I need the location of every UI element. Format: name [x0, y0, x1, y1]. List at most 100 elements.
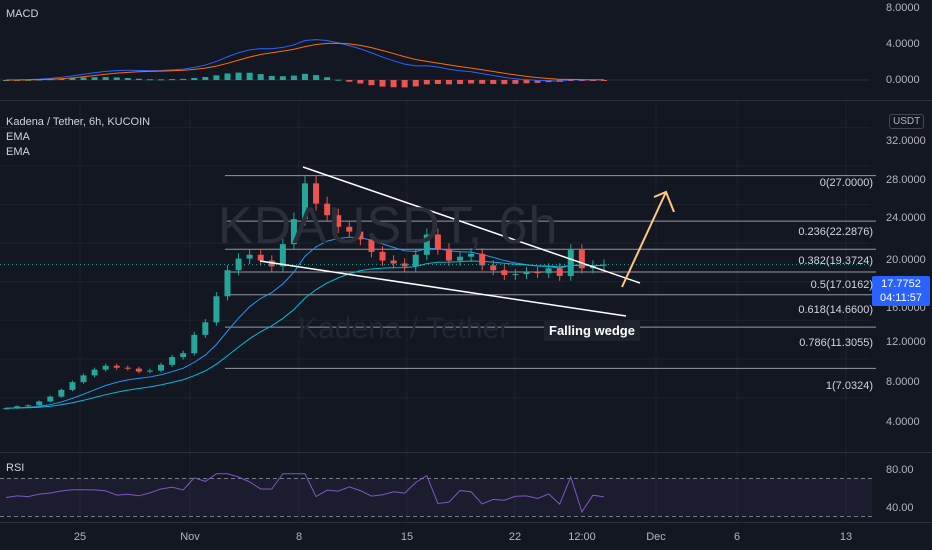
rsi-plot [0, 473, 872, 517]
candle-body [191, 334, 198, 354]
candle-body [135, 368, 142, 372]
macd-histogram-bar [213, 75, 220, 80]
breakout-arrowhead [653, 190, 675, 213]
name-watermark: Kadena / Tether [298, 312, 510, 345]
candle-body [246, 254, 253, 259]
macd-histogram-bar [445, 80, 452, 85]
x-tick: Nov [180, 531, 200, 543]
macd-tick: 8.0000 [886, 2, 920, 14]
breakout-arrow [621, 191, 667, 288]
price-tick: 20.0000 [886, 254, 926, 266]
wedge-lower-trendline [259, 260, 627, 317]
rsi-title[interactable]: RSI [6, 462, 25, 474]
macd-histogram-bar [69, 78, 76, 80]
macd-histogram-bar [3, 80, 9, 81]
candle-body [158, 364, 165, 371]
candle-body [91, 369, 98, 376]
candle-body [313, 183, 320, 204]
macd-line [5, 39, 605, 82]
macd-histogram-bar [102, 77, 109, 80]
candle-body [224, 270, 231, 297]
fib-label: 0(27.0000) [819, 177, 873, 189]
candle-body [357, 231, 364, 240]
macd-histogram-bar [390, 80, 397, 88]
price-tick: 24.0000 [886, 212, 926, 224]
price-tick: 32.0000 [886, 135, 926, 147]
macd-histogram-bar [113, 77, 120, 80]
fib-label: 0.382(19.3724) [798, 255, 873, 267]
candle-body [479, 253, 486, 266]
macd-histogram-bar [191, 77, 198, 80]
candle-body [279, 244, 286, 267]
currency-button[interactable]: USDT [889, 114, 925, 129]
candle-body [25, 405, 32, 407]
macd-histogram-bar [578, 80, 585, 81]
macd-histogram-bar [423, 80, 430, 85]
candle-body [146, 370, 153, 372]
candle-body [534, 272, 541, 274]
candle-body [257, 254, 264, 261]
price-tick: 12.0000 [886, 336, 926, 348]
x-tick: 8 [295, 531, 303, 543]
x-tick: 6 [733, 531, 741, 543]
macd-title[interactable]: MACD [6, 8, 39, 20]
fib-label: 0.618(14.6600) [798, 304, 873, 316]
candle-body [512, 274, 519, 276]
macd-histogram-bar [379, 80, 386, 87]
macd-histogram-bar [290, 75, 297, 80]
macd-histogram-bar [357, 80, 364, 84]
candle-body [445, 248, 452, 261]
macd-histogram-bar [202, 76, 209, 80]
macd-histogram-bar [567, 80, 574, 81]
macd-histogram-bar [324, 77, 331, 80]
panel-divider [0, 452, 932, 453]
macd-histogram-bar [412, 80, 419, 87]
macd-histogram-bar [501, 80, 508, 85]
macd-plot [0, 39, 870, 88]
candle-body [490, 265, 497, 271]
macd-histogram-bar [368, 80, 375, 86]
candle-body [423, 234, 430, 255]
macd-histogram-bar [169, 79, 176, 81]
macd-histogram-bar [479, 80, 486, 84]
panel-divider [0, 100, 932, 101]
macd-histogram-bar [268, 75, 275, 80]
candle-body [235, 258, 242, 271]
candle-body [102, 365, 109, 370]
falling-wedge-label[interactable]: Falling wedge [544, 320, 640, 341]
ema-legend[interactable]: EMA [6, 146, 30, 158]
macd-histogram-bar [302, 73, 308, 80]
macd-histogram-bar [279, 76, 286, 80]
signal-line [5, 42, 605, 81]
macd-histogram-bar [135, 78, 142, 80]
macd-histogram-bar [158, 79, 165, 81]
candle-body [545, 268, 552, 274]
macd-tick: 4.0000 [886, 38, 920, 50]
candle-body [290, 219, 297, 245]
x-tick: 13 [839, 531, 853, 543]
x-tick: 25 [73, 531, 87, 543]
candle-body [3, 408, 9, 410]
ema-fast-line [5, 236, 605, 409]
price-tick: 28.0000 [886, 174, 926, 186]
candle-body [169, 357, 176, 365]
ema-legend[interactable]: EMA [6, 131, 30, 143]
wedge-upper-trendline [302, 166, 641, 284]
macd-histogram-bar [601, 80, 607, 81]
macd-histogram-bar [224, 73, 231, 80]
candle-body [180, 353, 187, 358]
fib-label: 0.236(22.2876) [798, 226, 873, 238]
candles [0, 175, 872, 410]
candle-body [390, 260, 397, 264]
x-tick: 22 [508, 531, 522, 543]
ema-slow-line [5, 260, 605, 409]
candle-body [58, 389, 65, 397]
candle-body [556, 268, 563, 277]
candle-body [578, 249, 585, 269]
macd-histogram-bar [80, 77, 87, 80]
symbol-title[interactable]: Kadena / Tether, 6h, KUCOIN [6, 116, 151, 128]
macd-histogram-bar [346, 80, 353, 82]
macd-histogram-bar [401, 80, 408, 88]
symbol-watermark: KDAUSDT, 6h [218, 197, 559, 255]
